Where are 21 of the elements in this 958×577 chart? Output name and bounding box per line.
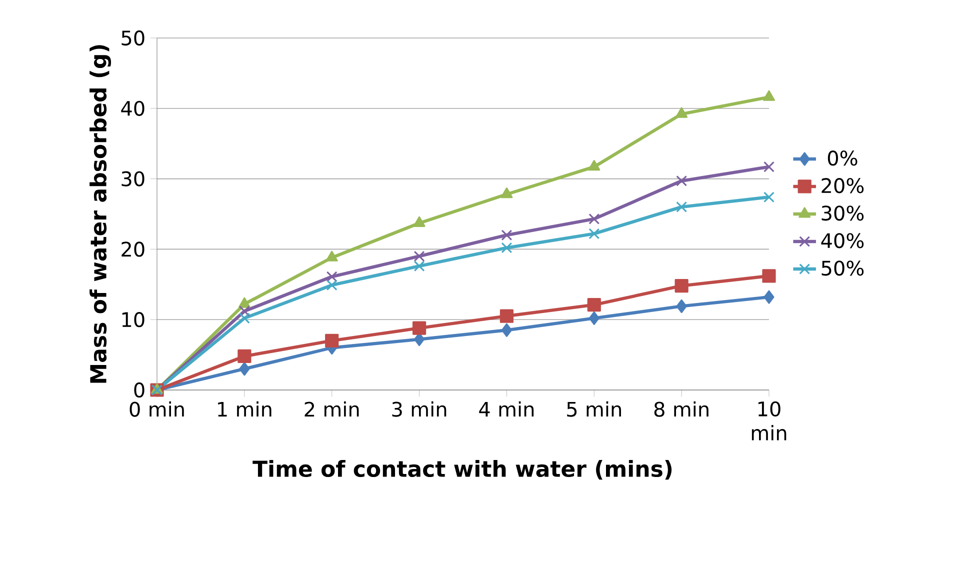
x-tick-label: 0 min (130, 401, 184, 417)
legend-label: 0% (828, 150, 858, 166)
y-tick-label: 0 (134, 382, 144, 398)
x-tick-label: 4 min (479, 401, 534, 417)
x-tick-label: 1 min (218, 401, 272, 417)
y-tick-label: 50 (122, 30, 144, 46)
x-tick-label: 2 min (304, 401, 359, 417)
y-tick-label: 30 (122, 171, 144, 186)
x-tick-label: 10 min (752, 401, 786, 440)
x-tick-label: 8 min (654, 401, 708, 417)
y-tick-label: 20 (122, 242, 144, 257)
legend-label: 20% (822, 178, 864, 194)
x-tick-label: 5 min (567, 401, 621, 417)
x-tick-label: 3 min (392, 401, 446, 417)
legend-label: 30% (822, 206, 864, 221)
legend-label: 50% (822, 260, 864, 276)
legend-label: 40% (821, 233, 864, 248)
y-tick-label: 40 (121, 100, 144, 116)
x-axis-title: Time of contact with water (mins) (252, 460, 672, 480)
y-axis-title: Mass of water absorbed (g) (90, 45, 112, 383)
y-tick-label: 10 (122, 312, 144, 328)
